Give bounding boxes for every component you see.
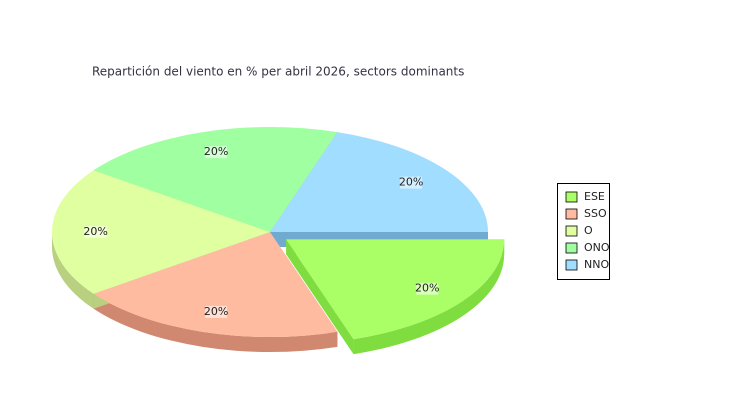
data-label: 20% xyxy=(204,305,228,318)
slice xyxy=(93,126,338,232)
data-label-bg xyxy=(400,176,423,189)
legend-swatch xyxy=(565,259,578,271)
slice-side xyxy=(353,239,505,355)
chart-title: Repartición del viento en % per abril 20… xyxy=(92,65,464,79)
slice xyxy=(93,232,338,338)
slice xyxy=(286,239,505,340)
slice-side xyxy=(52,232,94,309)
slice xyxy=(270,132,488,232)
data-label-bg xyxy=(84,226,107,238)
legend-label: ESE xyxy=(584,190,605,203)
legend-swatch xyxy=(565,208,578,220)
slice-side xyxy=(93,293,338,353)
slice-wall xyxy=(286,239,354,355)
slice xyxy=(51,170,270,294)
data-label: 20% xyxy=(83,225,107,238)
legend: ESE SSO O ONO NNO xyxy=(557,183,610,280)
data-label-bg xyxy=(416,282,439,295)
pie: 20% 20% 20% 20% 20% xyxy=(51,126,505,355)
legend-label: NNO xyxy=(584,258,609,271)
legend-label: ONO xyxy=(584,241,610,254)
legend-swatch xyxy=(565,225,578,237)
legend-swatch xyxy=(565,242,578,254)
data-label-bg xyxy=(205,305,228,318)
data-label-bg xyxy=(205,146,228,159)
data-label: 20% xyxy=(415,282,439,295)
data-label: 20% xyxy=(399,176,423,189)
legend-swatch xyxy=(565,191,578,203)
legend-label: O xyxy=(584,224,593,237)
legend-label: SSO xyxy=(584,207,607,220)
data-label: 20% xyxy=(204,145,228,158)
